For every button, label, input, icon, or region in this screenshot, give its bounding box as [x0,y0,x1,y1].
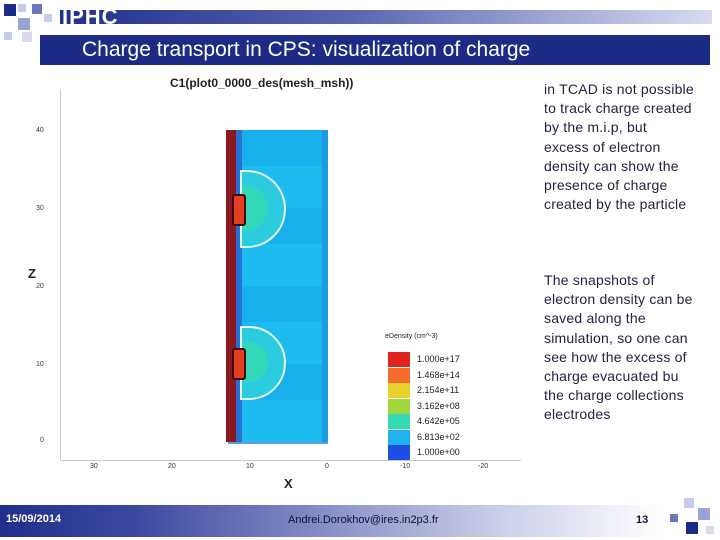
footer-author: Andrei.Dorokhov@ires.in2p3.fr [288,514,439,526]
device-bottom-edge [228,442,328,444]
corner-squares [660,492,720,540]
collection-electrode-lower [232,348,246,380]
legend-swatch [388,383,410,398]
density-plot: C1(plot0_0000_des(mesh_msh)) 40 30 20 10… [0,70,530,500]
title-bar [40,35,710,65]
note-paragraph-1: in TCAD is not possible to track charge … [544,81,694,213]
slide-title: Charge transport in CPS: visualization o… [82,38,531,61]
legend-label: 2.154e+11 [417,385,460,395]
legend-label: 3.162e+08 [417,400,460,411]
surface-depletion [236,130,242,442]
legend-swatch [388,352,410,367]
y-tick: 40 [36,127,44,134]
note-paragraph-2: The snapshots of electron density can be… [544,272,693,423]
legend-swatch [388,414,410,429]
legend-label: 6.813e+02 [417,431,460,442]
legend-label: 4.642e+05 [417,416,460,426]
x-axis-label: X [284,476,293,491]
y-tick: 30 [36,205,44,212]
y-tick: 20 [36,283,44,290]
page-number: 13 [636,514,649,526]
legend-label: 1.000e+00 [417,447,460,457]
logo-squares [0,0,60,60]
x-tick: 20 [168,463,176,470]
header-bar [60,10,712,24]
legend-swatch [388,429,410,445]
legend-label: 1.000e+17 [417,354,460,364]
legend-title: eDensity (cm^-3) [385,333,438,340]
legend-label: 1.468e+14 [417,369,460,380]
y-axis-label: Z [28,266,36,281]
plot-title: C1(plot0_0000_des(mesh_msh)) [170,76,354,90]
x-tick: 0 [325,463,329,470]
x-tick: -10 [400,463,411,470]
org-name: IPHC [62,4,119,29]
y-tick: 10 [36,361,44,368]
y-tick: 0 [40,437,44,444]
x-tick: 10 [246,463,254,470]
x-tick: 30 [90,463,98,470]
collection-electrode-upper [232,194,246,226]
footer-date: 15/09/2014 [6,513,62,525]
footer-bar [0,505,660,537]
substrate-edge [322,130,328,442]
legend-swatch [388,367,410,383]
x-tick: -20 [478,463,489,470]
legend-swatch [388,398,410,414]
legend-swatch [388,445,410,460]
surface-layer [226,130,236,442]
